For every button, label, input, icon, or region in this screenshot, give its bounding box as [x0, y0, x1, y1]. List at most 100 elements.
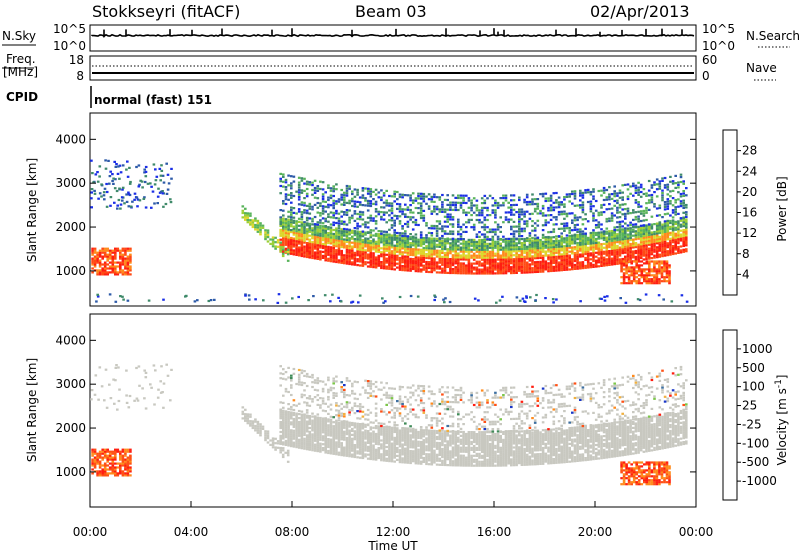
power-cell — [505, 216, 508, 218]
power-cell — [348, 229, 351, 231]
power-cell — [285, 179, 288, 181]
power-cell — [332, 205, 335, 207]
power-cell — [343, 197, 346, 199]
power-cell — [547, 258, 550, 260]
power-cell — [393, 222, 396, 224]
power-cell — [590, 241, 593, 243]
power-cell — [287, 253, 290, 255]
power-cell — [492, 272, 495, 274]
power-cell — [396, 259, 399, 261]
power-cell — [433, 265, 436, 267]
power-cell — [329, 300, 332, 302]
velocity-cell — [314, 432, 317, 434]
power-cell — [378, 233, 381, 235]
power-cell — [497, 236, 500, 238]
nsearch-tick-low: 10^0 — [702, 39, 735, 53]
power-cell — [685, 214, 688, 216]
power-cell — [486, 209, 489, 211]
power-cell — [579, 248, 582, 250]
power-cell — [119, 258, 122, 260]
power-cell — [563, 257, 566, 259]
power-cell — [382, 302, 385, 304]
velocity-cell — [314, 379, 317, 381]
power-cell — [129, 269, 132, 271]
power-cell — [465, 270, 468, 272]
power-cell — [150, 186, 153, 188]
power-cell — [295, 240, 298, 242]
velocity-cell — [338, 444, 341, 446]
power-cell — [317, 238, 320, 240]
velocity-cell — [324, 428, 327, 430]
power-cell — [492, 268, 495, 270]
power-cell — [351, 193, 354, 195]
power-cell — [608, 196, 611, 198]
power-cell — [359, 251, 362, 253]
power-cell — [262, 299, 265, 301]
power-cell — [375, 266, 378, 268]
power-cell — [523, 266, 526, 268]
power-cell — [407, 256, 410, 258]
power-cell — [106, 267, 109, 269]
power-cell — [539, 267, 542, 269]
power-cell — [677, 222, 680, 224]
power-cell — [582, 247, 585, 249]
power-cell — [452, 270, 455, 272]
power-cell — [524, 301, 527, 303]
power-cell — [537, 198, 540, 200]
velocity-cell — [330, 429, 333, 431]
power-cell — [576, 248, 579, 250]
power-cell — [531, 267, 534, 269]
power-cell — [499, 262, 502, 264]
power-cell — [306, 205, 309, 207]
power-cell — [526, 194, 529, 196]
power-cell — [449, 301, 452, 303]
power-cell — [560, 204, 563, 206]
power-cell — [623, 272, 626, 274]
power-cell — [582, 251, 585, 253]
power-cell — [94, 262, 97, 264]
power-cell — [104, 252, 107, 254]
power-cell — [282, 173, 285, 175]
power-cell — [502, 262, 505, 264]
velocity-cell — [306, 448, 309, 450]
power-cell — [380, 255, 383, 257]
velocity-cell — [290, 415, 293, 417]
power-cell — [393, 253, 396, 255]
power-cell — [319, 212, 322, 214]
power-cell — [330, 256, 333, 258]
power-cell — [335, 231, 338, 233]
power-cell — [417, 256, 420, 258]
power-cell — [127, 258, 130, 260]
power-cell — [319, 254, 322, 256]
power-cell — [433, 225, 436, 227]
power-cell — [124, 258, 127, 260]
power-cell — [306, 232, 309, 234]
power-cell — [544, 297, 547, 299]
power-cell — [119, 256, 122, 258]
velocity-cell — [301, 423, 304, 425]
power-cell — [134, 193, 137, 195]
velocity-cell — [317, 430, 320, 432]
power-cell — [550, 266, 553, 268]
power-cell — [309, 227, 312, 229]
power-cell — [685, 236, 688, 238]
power-cell — [423, 269, 426, 271]
power-cell — [417, 249, 420, 251]
power-cell — [510, 262, 513, 264]
power-cell — [423, 255, 426, 257]
power-cell — [513, 264, 516, 266]
power-cell — [587, 251, 590, 253]
power-cell — [563, 251, 566, 253]
power-cell — [497, 226, 500, 228]
power-cell — [667, 188, 670, 190]
power-cell — [513, 254, 516, 256]
power-cell — [513, 240, 516, 242]
power-cell — [510, 266, 513, 268]
power-cell — [477, 299, 480, 301]
power-cell — [677, 213, 680, 215]
power-cell — [370, 258, 373, 260]
power-cell — [481, 251, 484, 253]
power-cell — [534, 251, 537, 253]
power-cell — [486, 253, 489, 255]
power-cell — [629, 227, 632, 229]
